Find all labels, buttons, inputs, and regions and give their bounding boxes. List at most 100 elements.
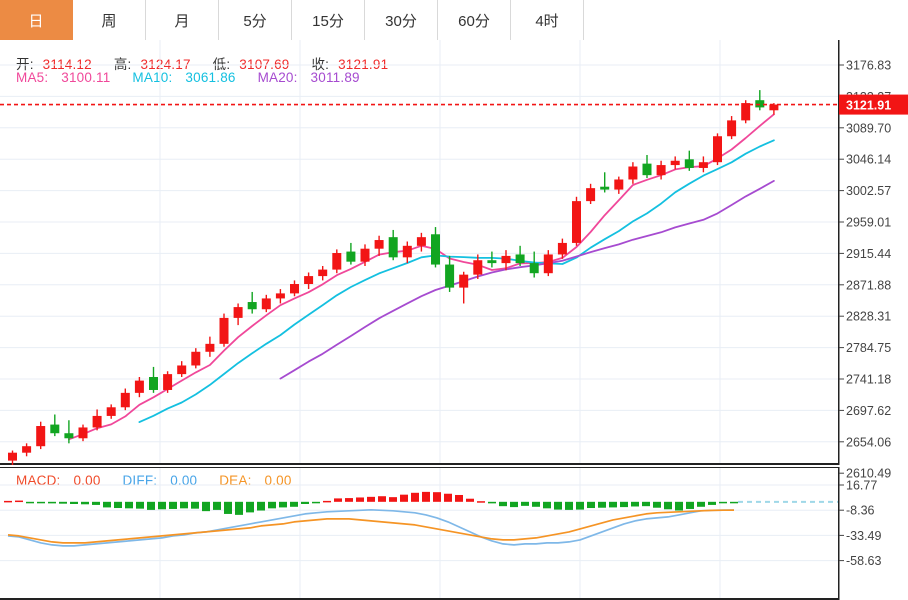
macd-histogram-bar	[246, 501, 254, 513]
price-axis-label: 3089.70	[846, 121, 891, 135]
macd-legend: MACD: 0.00 DIFF: 0.00 DEA: 0.00	[16, 473, 310, 488]
macd-histogram-bar	[477, 501, 485, 503]
tab-60分[interactable]: 60分	[438, 0, 511, 40]
candle-body	[50, 424, 60, 434]
macd-histogram-bar	[356, 497, 364, 502]
macd-histogram-bar	[158, 501, 166, 510]
macd-histogram-bar	[125, 501, 133, 509]
price-axis-label: 2741.18	[846, 373, 891, 387]
moving-average-legend: MA5: 3100.11 MA10: 3061.86 MA20: 3011.89	[16, 70, 378, 85]
macd-histogram-bar	[59, 501, 67, 504]
candle-body	[304, 276, 314, 285]
macd-histogram-bar	[70, 501, 78, 504]
candle-body	[614, 179, 624, 190]
candle-body	[134, 380, 144, 393]
macd-histogram-bar	[235, 501, 243, 515]
macd-axis-label: -58.63	[846, 554, 881, 568]
macd-histogram-bar	[565, 501, 573, 510]
macd-histogram-bar	[290, 501, 298, 507]
candle-body	[318, 269, 328, 277]
candle-body	[191, 351, 201, 366]
tab-4时[interactable]: 4时	[511, 0, 584, 40]
macd-histogram-bar	[521, 501, 529, 506]
tab-15分[interactable]: 15分	[292, 0, 365, 40]
ma-line-ma20	[279, 180, 775, 380]
candle-body	[431, 234, 440, 265]
macd-histogram-bar	[4, 500, 12, 503]
tab-30分[interactable]: 30分	[365, 0, 438, 40]
macd-histogram-bar	[719, 501, 727, 504]
candle-body	[163, 374, 173, 390]
candle-body	[459, 274, 469, 288]
macd-histogram-bar	[202, 501, 210, 512]
candle-body	[106, 407, 116, 416]
candle-body	[741, 103, 751, 121]
price-axis-label: 3046.14	[846, 153, 891, 167]
macd-histogram-bar	[532, 501, 540, 507]
macd-histogram-bar	[279, 501, 287, 508]
candle-body	[177, 365, 187, 375]
candle-body	[713, 136, 722, 163]
macd-histogram-bar	[81, 501, 89, 505]
macd-histogram-bar	[224, 501, 232, 514]
price-chart-pane[interactable]	[0, 40, 838, 465]
candle-body	[416, 237, 426, 246]
macd-histogram-bar	[708, 501, 716, 505]
candle-body	[487, 260, 497, 264]
candle-body	[36, 426, 46, 447]
price-axis-label: 3002.57	[846, 184, 891, 198]
tab-周[interactable]: 周	[73, 0, 146, 40]
macd-axis-label: -33.49	[846, 529, 881, 543]
macd-histogram-bar	[675, 501, 683, 511]
candle-body	[769, 104, 779, 111]
ma10-label: MA10:	[132, 70, 173, 85]
macd-histogram-bar	[609, 501, 617, 508]
macd-histogram-bar	[642, 501, 650, 507]
macd-histogram-bar	[620, 501, 628, 508]
macd-chart-pane[interactable]	[0, 467, 838, 600]
price-axis-label: 3176.83	[846, 59, 891, 73]
candle-body	[78, 427, 88, 439]
macd-histogram-bar	[48, 501, 56, 504]
candle-body	[600, 186, 610, 190]
candle-body	[120, 392, 130, 408]
ma-line-ma10	[138, 139, 775, 423]
candle-body	[529, 263, 539, 274]
macd-histogram-bar	[323, 500, 331, 503]
macd-histogram-bar	[389, 497, 397, 502]
macd-histogram-bar	[466, 498, 474, 502]
macd-diff-line	[7, 508, 734, 547]
ma20-value: 3011.89	[310, 70, 360, 85]
macd-histogram-bar	[631, 501, 639, 507]
candle-body	[402, 245, 412, 258]
tab-5分[interactable]: 5分	[219, 0, 292, 40]
macd-axis-label: 16.77	[846, 479, 877, 493]
macd-histogram-bar	[543, 501, 551, 509]
macd-histogram-bar	[301, 501, 309, 504]
candle-body	[572, 201, 581, 243]
macd-histogram-bar	[334, 498, 342, 502]
macd-histogram-bar	[15, 500, 23, 503]
macd-histogram-bar	[26, 501, 34, 504]
candle-body	[684, 159, 694, 168]
tab-日[interactable]: 日	[0, 0, 73, 40]
candle-body	[261, 298, 271, 310]
ma5-value: 3100.11	[61, 70, 111, 85]
macd-histogram-bar	[345, 498, 353, 502]
macd-axis-label: -8.36	[846, 504, 875, 518]
dea-label: DEA:	[219, 473, 252, 488]
price-axis-label: 2959.01	[846, 216, 891, 230]
macd-histogram-bar	[213, 501, 221, 510]
macd-histogram-bar	[257, 501, 265, 511]
macd-histogram-bar	[455, 494, 463, 502]
macd-histogram-bar	[697, 501, 705, 507]
candle-body	[388, 237, 398, 258]
tab-月[interactable]: 月	[146, 0, 219, 40]
candle-body	[22, 446, 32, 453]
candle-body	[656, 165, 666, 176]
macd-histogram-bar	[554, 501, 562, 510]
candle-body	[543, 254, 553, 274]
candle-body	[332, 253, 342, 270]
ma-line-ma5	[68, 113, 775, 441]
macd-histogram-bar	[686, 501, 694, 509]
